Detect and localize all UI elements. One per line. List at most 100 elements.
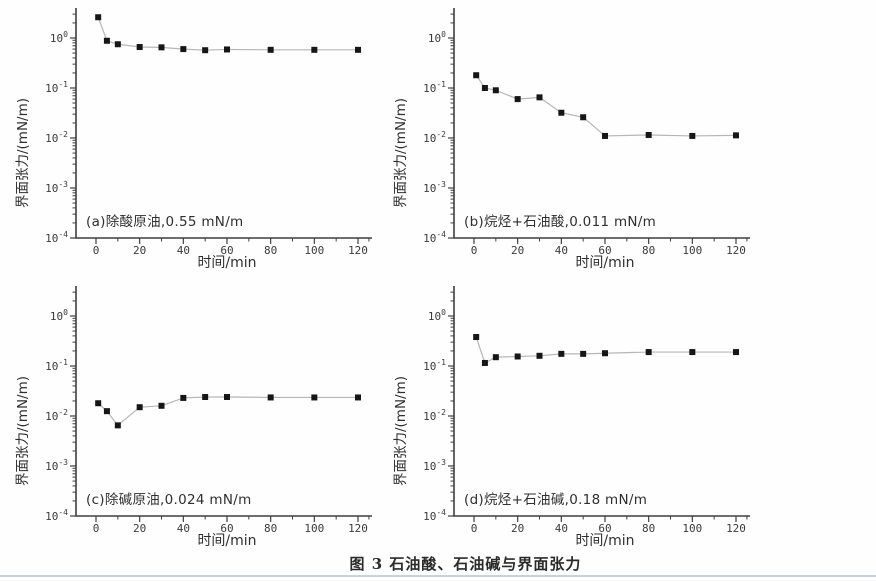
data-series-a: [95, 14, 361, 54]
data-point: [733, 132, 739, 139]
y-tick-label: 10-1: [45, 358, 68, 373]
axis-spines: [453, 286, 750, 517]
y-tick-label: 10-4: [45, 230, 68, 245]
data-point: [136, 44, 143, 51]
x-axis-label: 时间/min: [197, 255, 256, 271]
data-point: [733, 349, 739, 356]
y-tick-label: 10-2: [45, 130, 68, 145]
data-point: [114, 41, 121, 48]
data-point: [355, 46, 361, 53]
data-point: [224, 393, 230, 400]
x-axis-label: 时间/min: [575, 255, 634, 271]
chart-d-canvas: 100 10-1 10-2 10-3 10-4 0 20 40 60 80 100 120 时间/min…: [393, 286, 750, 549]
y-tick-label: 10-1: [423, 358, 446, 373]
data-point: [136, 404, 143, 411]
x-tick-label: 120: [726, 522, 746, 535]
chart-panel-d: 100 10-1 10-2 10-3 10-4 0 20 40 60 80 100 120 时间/min…: [378, 286, 816, 575]
data-point: [103, 408, 110, 415]
y-tick-label: 10-3: [423, 180, 446, 195]
data-point: [536, 352, 543, 359]
subplot-annotation: (a)除酸原油,0.55 mN/m: [86, 214, 244, 230]
axis-spines: [75, 286, 372, 517]
data-point: [492, 354, 499, 361]
data-point: [602, 350, 608, 357]
y-axis-label: 界面张力/(mN/m): [15, 376, 31, 486]
data-point: [180, 46, 187, 53]
data-point: [103, 37, 110, 44]
x-tick-label: 20: [511, 244, 524, 257]
x-tick-label: 100: [682, 244, 702, 257]
data-point: [645, 349, 652, 356]
page-bottom-divider: [0, 575, 876, 577]
y-axis-label: 界面张力/(mN/m): [15, 98, 31, 208]
y-tick-label: 10-2: [423, 408, 446, 423]
data-point: [224, 46, 230, 53]
data-point: [202, 393, 209, 400]
x-tick-label: 40: [177, 244, 190, 257]
data-point: [580, 114, 587, 121]
y-tick-label: 10-3: [423, 458, 446, 473]
data-point: [492, 87, 499, 94]
y-tick-label: 10-4: [45, 508, 68, 523]
chart-panel-c: 100 10-1 10-2 10-3 10-4 0 20 40 60 80 100 120 时间/min…: [0, 286, 438, 575]
x-tick-label: 120: [348, 522, 368, 535]
subplot-annotation: (d)烷烃+石油碱,0.18 mN/m: [464, 492, 647, 508]
x-tick-label: 20: [511, 522, 524, 535]
data-point: [481, 85, 488, 91]
data-point: [473, 72, 480, 79]
x-axis-label: 时间/min: [197, 533, 256, 549]
x-tick-label: 60: [598, 522, 611, 535]
data-point: [267, 46, 274, 53]
y-tick-label: 10-3: [45, 180, 68, 195]
data-series-d: [473, 334, 739, 366]
data-point: [558, 350, 565, 357]
x-axis: 0 20 40 60 80 100 120: [93, 516, 370, 535]
x-tick-label: 80: [642, 244, 655, 257]
x-axis: 0 20 40 60 80 100 120: [93, 238, 370, 257]
y-axis-label: 界面张力/(mN/m): [393, 376, 409, 486]
x-tick-label: 60: [220, 522, 233, 535]
chart-panel-a: 100 10-1 10-2 10-3 10-4 0 20 40 60 80 100 120 时间/min…: [0, 8, 438, 297]
data-point: [355, 394, 361, 401]
x-tick-label: 0: [471, 244, 478, 257]
data-point: [95, 400, 102, 407]
data-series-c: [95, 393, 361, 429]
y-tick-label: 100: [428, 30, 446, 45]
x-axis: 0 20 40 60 80 100 120: [471, 238, 748, 257]
y-tick-label: 10-4: [423, 230, 446, 245]
y-tick-label: 10-1: [45, 80, 68, 95]
x-tick-label: 40: [177, 522, 190, 535]
x-axis-label: 时间/min: [575, 533, 634, 549]
x-tick-label: 60: [220, 244, 233, 257]
x-tick-label: 100: [304, 244, 324, 257]
y-tick-label: 10-3: [45, 458, 68, 473]
data-point: [514, 96, 521, 103]
x-tick-label: 20: [133, 522, 146, 535]
y-tick-label: 100: [50, 308, 68, 323]
x-axis: 0 20 40 60 80 100 120: [471, 516, 748, 535]
chart-panel-b: 100 10-1 10-2 10-3 10-4 0 20 40 60 80 100 120 时间/min…: [378, 8, 816, 297]
x-tick-label: 100: [682, 522, 702, 535]
y-axis: 100 10-1 10-2 10-3 10-4: [45, 291, 76, 523]
data-series-b: [473, 72, 739, 139]
data-point: [311, 394, 318, 401]
x-tick-label: 120: [726, 244, 746, 257]
x-tick-label: 100: [304, 522, 324, 535]
x-tick-label: 120: [348, 244, 368, 257]
axis-spines: [453, 8, 750, 239]
data-point: [580, 350, 587, 357]
data-point: [158, 402, 165, 409]
data-point: [602, 132, 608, 139]
y-tick-label: 10-2: [45, 408, 68, 423]
figure-caption: 图 3 石油酸、石油碱与界面张力: [349, 555, 582, 573]
chart-b-canvas: 100 10-1 10-2 10-3 10-4 0 20 40 60 80 100 120 时间/min…: [393, 8, 750, 271]
x-tick-label: 0: [93, 522, 100, 535]
data-point: [689, 132, 696, 139]
data-point: [202, 47, 209, 54]
y-tick-label: 10-4: [423, 508, 446, 523]
data-point: [689, 349, 696, 356]
data-point: [158, 44, 165, 51]
x-tick-label: 80: [264, 244, 277, 257]
x-tick-label: 80: [264, 522, 277, 535]
